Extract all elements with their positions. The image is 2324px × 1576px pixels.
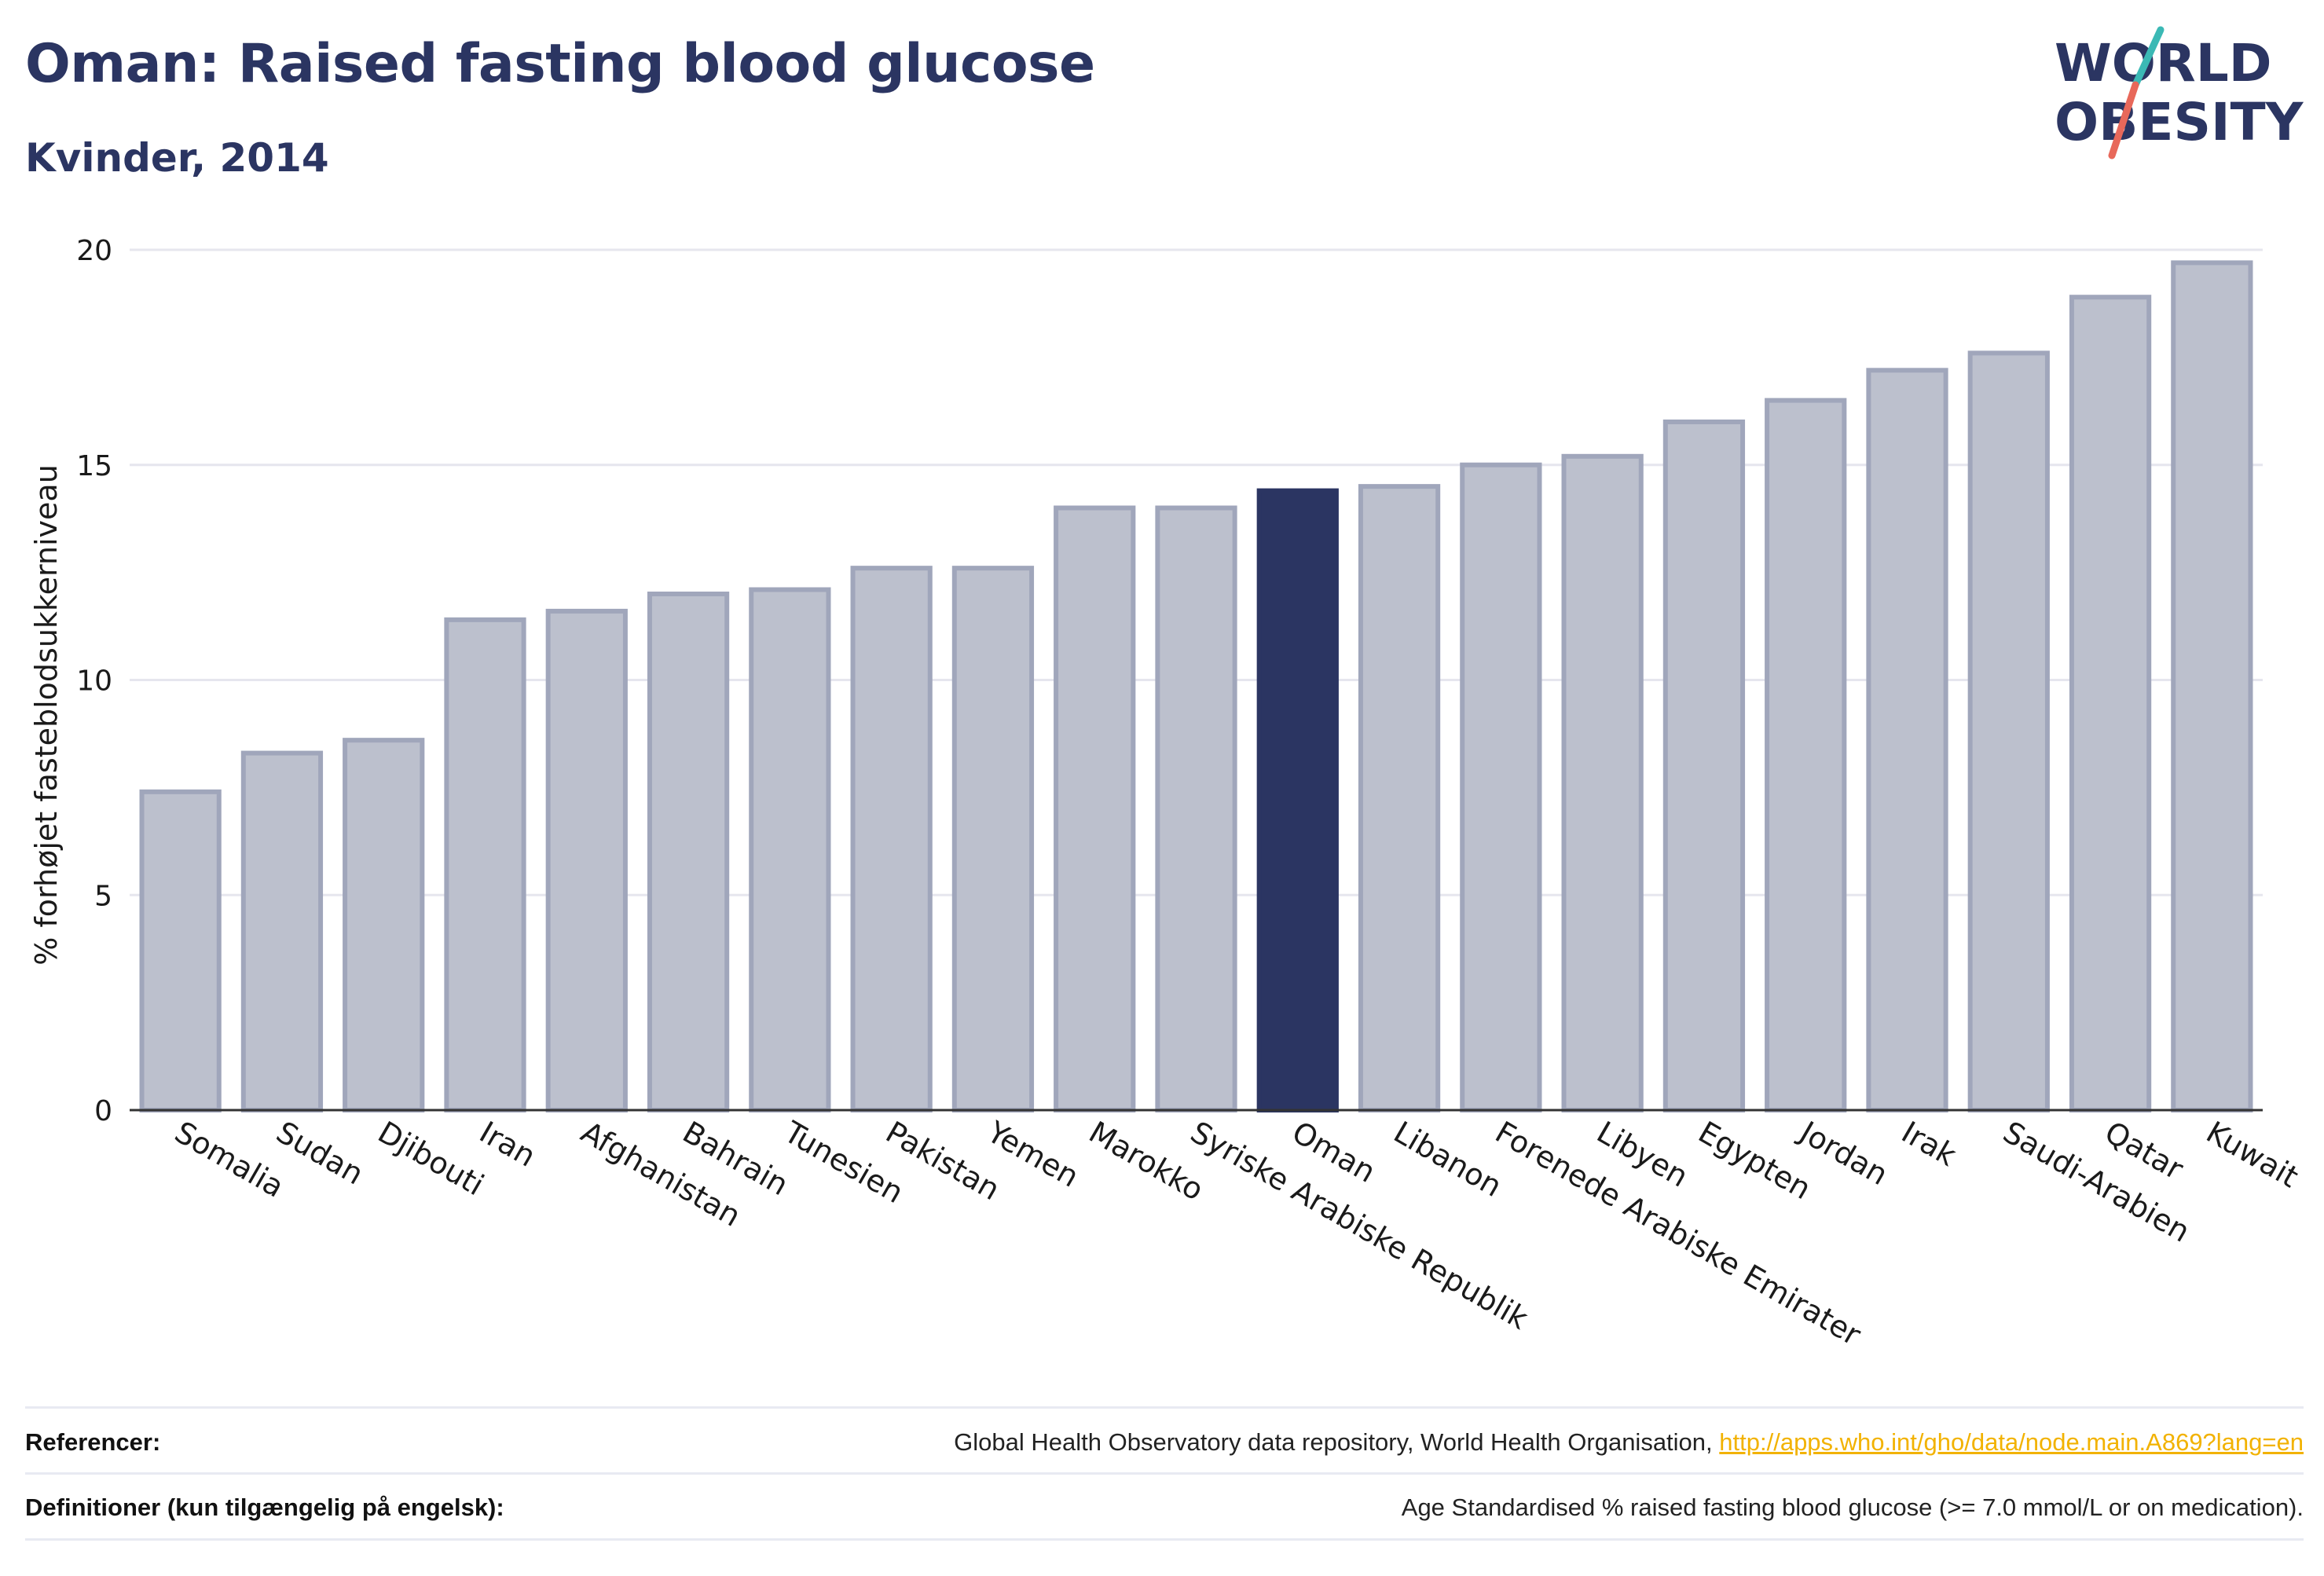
bar-forenede-arabiske-emirater — [1460, 462, 1542, 1112]
world-obesity-logo: WORLD OBESITY — [2055, 26, 2304, 159]
x-tick-label: Libanon — [1388, 1115, 1508, 1204]
x-tick-label: Kuwait — [2201, 1115, 2304, 1195]
bar-iran — [444, 617, 526, 1112]
references-value: Global Health Observatory data repositor… — [954, 1428, 2304, 1457]
y-axis-label: % forhøjet fasteblodsukkerniveau — [29, 464, 64, 966]
bar-pakistan — [850, 566, 933, 1112]
bar-djibouti — [343, 738, 425, 1113]
bar-bahrain — [647, 592, 730, 1112]
chart-title: Oman: Raised fasting blood glucose — [25, 33, 1095, 95]
bar-saudi-arabien — [1967, 350, 2050, 1112]
references-text: Global Health Observatory data repositor… — [954, 1428, 1713, 1456]
logo-line2: OBESITY — [2055, 92, 2304, 152]
logo-line1: WORLD — [2055, 33, 2272, 93]
y-tick-label: 15 — [76, 450, 112, 482]
bar-libyen — [1561, 453, 1644, 1112]
footer-divider — [25, 1538, 2304, 1541]
bar-somalia — [139, 789, 222, 1112]
x-tick-label: Marokko — [1083, 1115, 1210, 1208]
footer-divider — [25, 1406, 2304, 1409]
bar-marokko — [1054, 505, 1136, 1112]
bar-afghanistan — [545, 608, 628, 1112]
bar-irak — [1866, 368, 1948, 1112]
bar-tunesien — [749, 587, 831, 1112]
footer-divider — [25, 1472, 2304, 1475]
bar-kuwait — [2171, 260, 2253, 1112]
x-tick-label: Iran — [474, 1115, 541, 1174]
bar-yemen — [951, 566, 1035, 1112]
y-tick-label: 20 — [76, 235, 112, 267]
x-tick-label: Djibouti — [372, 1115, 490, 1203]
bar-qatar — [2069, 295, 2152, 1113]
y-tick-label: 10 — [76, 665, 112, 698]
references-link[interactable]: http://apps.who.int/gho/data/node.main.A… — [1719, 1428, 2304, 1456]
definitions-label: Definitioner (kun tilgængelig på engelsk… — [25, 1494, 504, 1521]
x-tick-label: Somalia — [169, 1115, 290, 1204]
y-tick-label: 5 — [94, 880, 112, 912]
references-label: Referencer: — [25, 1428, 161, 1456]
bar-jordan — [1765, 398, 1847, 1112]
definitions-row: Definitioner (kun tilgængelig på engelsk… — [25, 1475, 2304, 1540]
bar-libanon — [1358, 484, 1441, 1112]
bar-sudan — [240, 750, 324, 1112]
chart-subtitle: Kvinder, 2014 — [25, 135, 329, 181]
definitions-value: Age Standardised % raised fasting blood … — [1401, 1494, 2304, 1521]
x-tick-label: Egypten — [1692, 1115, 1816, 1207]
bar-oman — [1256, 488, 1339, 1112]
y-tick-label: 0 — [94, 1095, 112, 1127]
bars — [139, 260, 2253, 1113]
bar-egypten — [1662, 420, 1746, 1112]
x-tick-label: Irak — [1896, 1115, 1962, 1173]
bar-syriske-arabiske-republik — [1155, 505, 1237, 1112]
references-row: Referencer: Global Health Observatory da… — [25, 1410, 2304, 1475]
